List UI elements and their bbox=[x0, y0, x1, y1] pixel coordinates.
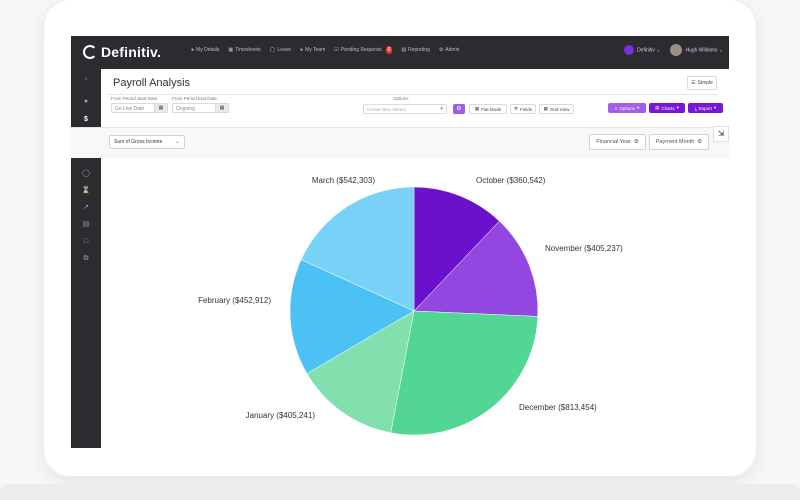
variant-settings-button[interactable]: ⚙ bbox=[453, 104, 465, 114]
gear-icon: ⚙ bbox=[438, 47, 444, 53]
simple-view-button[interactable]: ☰ Simple bbox=[687, 76, 717, 90]
user-menu[interactable]: Hugh Williams ⌄ bbox=[670, 44, 723, 56]
clock-icon[interactable]: ◯ bbox=[82, 170, 90, 177]
grid-icon: ▦ bbox=[543, 106, 548, 111]
dollar-icon[interactable]: $ bbox=[84, 116, 88, 123]
bar-chart-icon: ▤ bbox=[655, 105, 660, 110]
expand-chart-icon[interactable]: ⇲ bbox=[713, 126, 729, 142]
gear-icon: ⚙ bbox=[633, 139, 639, 145]
divider bbox=[71, 127, 729, 128]
chevron-down-icon: ⌄ bbox=[656, 47, 661, 54]
fields-button[interactable]: ⚒ Fields bbox=[510, 104, 536, 114]
pie-slice-march[interactable] bbox=[300, 186, 415, 312]
laptop-base bbox=[0, 484, 800, 500]
chevron-down-icon: ⌄ bbox=[718, 47, 723, 54]
table-icon: ▦ bbox=[474, 106, 480, 111]
chevron-down-icon: ⌄ bbox=[174, 139, 180, 145]
copy-icon[interactable]: ⧉ bbox=[83, 255, 89, 262]
slice-label-february: February ($452,912) bbox=[198, 296, 271, 305]
nav-admin[interactable]: ⚙ Admin bbox=[438, 47, 460, 53]
divider bbox=[107, 94, 717, 95]
end-date-label: From Period End Date bbox=[172, 96, 217, 101]
nav-my-team[interactable]: ● My Team bbox=[300, 47, 326, 53]
calendar-icon: ▦ bbox=[228, 47, 234, 53]
page-title: Payroll Analysis bbox=[113, 77, 191, 89]
org-logo-icon bbox=[624, 45, 635, 55]
calendar-icon: ▦ bbox=[219, 105, 225, 111]
list-icon: ☰ bbox=[691, 80, 696, 86]
measure-select[interactable]: Sum of Gross Income ⌄ bbox=[109, 135, 185, 149]
caret-down-icon: ▾ bbox=[713, 105, 717, 110]
topbar-right: Definitiv ⌄ Hugh Williams ⌄ bbox=[624, 44, 723, 56]
slice-label-november: November ($405,237) bbox=[545, 244, 623, 253]
nav-pending-requests[interactable]: ☑ Pending Requests 6 bbox=[334, 46, 393, 54]
pie-slice-october[interactable] bbox=[413, 186, 500, 312]
caret-down-icon: ▾ bbox=[636, 105, 640, 110]
brand-name: Definitiv. bbox=[101, 44, 162, 60]
sliders-icon: ≡ bbox=[614, 105, 618, 111]
pie-slice-january[interactable] bbox=[306, 310, 415, 434]
grid-view-button[interactable]: ▦ Grid View bbox=[539, 104, 574, 114]
folder-icon[interactable]: □ bbox=[83, 238, 89, 245]
person-icon[interactable]: ● bbox=[83, 98, 89, 105]
download-icon: ⤓ bbox=[694, 105, 697, 111]
logo-icon bbox=[83, 45, 97, 59]
nav-timesheets[interactable]: ▦ Timesheets bbox=[228, 47, 261, 53]
brand-logo[interactable]: Definitiv. bbox=[83, 42, 161, 62]
pending-count-badge: 6 bbox=[385, 46, 393, 54]
nav-reporting[interactable]: ▤ Reporting bbox=[401, 47, 430, 53]
hourglass-icon[interactable]: ⌛ bbox=[81, 187, 91, 194]
payment-month-field[interactable]: Payment Month ⚙ bbox=[649, 134, 709, 150]
end-date-calendar-button[interactable]: ▦ bbox=[215, 103, 229, 113]
sidebar: › ● $ ✖ ◎ ◯ ⌛ ↗ ▤ □ ⧉ bbox=[71, 69, 101, 448]
gross-income-pie-chart: October ($360,542) November ($405,237) Dec… bbox=[198, 176, 623, 436]
pie-slice-february[interactable] bbox=[289, 259, 415, 374]
options-button[interactable]: ≡ Options ▾ bbox=[608, 103, 646, 113]
clock-icon: ◯ bbox=[269, 47, 276, 53]
variant-select[interactable]: Create New Variant ▾ bbox=[363, 104, 447, 114]
caret-down-icon: ▾ bbox=[440, 106, 443, 112]
slice-label-march: March ($542,303) bbox=[312, 176, 375, 185]
start-date-input[interactable]: Go Live Date bbox=[111, 103, 157, 113]
charts-button[interactable]: ▤ Charts ▾ bbox=[649, 103, 685, 113]
gear-icon: ⚙ bbox=[456, 106, 462, 112]
financial-year-field[interactable]: Financial Year ⚙ bbox=[589, 134, 646, 150]
avatar bbox=[670, 44, 683, 56]
slice-label-october: October ($360,542) bbox=[476, 176, 546, 185]
main-nav: ● My Details ▦ Timesheets ◯ Leave ● My Team … bbox=[191, 46, 459, 54]
start-date-label: From Period Start Date bbox=[111, 96, 158, 101]
nav-my-details[interactable]: ● My Details bbox=[191, 47, 220, 53]
expand-sidebar-icon[interactable]: › bbox=[84, 76, 88, 83]
trend-chart-icon[interactable]: ↗ bbox=[83, 204, 89, 211]
person-icon: ● bbox=[191, 47, 195, 53]
team-icon: ● bbox=[300, 47, 304, 53]
org-switcher[interactable]: Definitiv ⌄ bbox=[624, 45, 660, 55]
check-icon: ☑ bbox=[334, 47, 339, 53]
calendar-icon: ▦ bbox=[158, 105, 164, 111]
wrench-icon: ⚒ bbox=[513, 106, 519, 111]
pie-slice-december[interactable] bbox=[390, 310, 539, 436]
slice-label-december: December ($813,454) bbox=[519, 403, 597, 412]
flat-mode-button[interactable]: ▦ Flat Mode bbox=[469, 104, 507, 114]
top-navigation-bar: Definitiv. ● My Details ▦ Timesheets ◯ Leav… bbox=[71, 36, 729, 69]
pie-slice-november[interactable] bbox=[413, 220, 539, 317]
gear-icon: ⚙ bbox=[697, 139, 703, 145]
export-button[interactable]: ⤓ Export ▾ bbox=[688, 103, 723, 113]
chart-icon: ▤ bbox=[401, 47, 407, 53]
nav-leave[interactable]: ◯ Leave bbox=[269, 47, 292, 53]
end-date-input[interactable]: Ongoing bbox=[172, 103, 218, 113]
start-date-calendar-button[interactable]: ▦ bbox=[154, 103, 168, 113]
document-icon[interactable]: ▤ bbox=[82, 221, 90, 228]
caret-down-icon: ▾ bbox=[676, 105, 679, 110]
options-label: Options bbox=[393, 96, 409, 101]
slice-label-january: January ($405,241) bbox=[246, 411, 316, 420]
